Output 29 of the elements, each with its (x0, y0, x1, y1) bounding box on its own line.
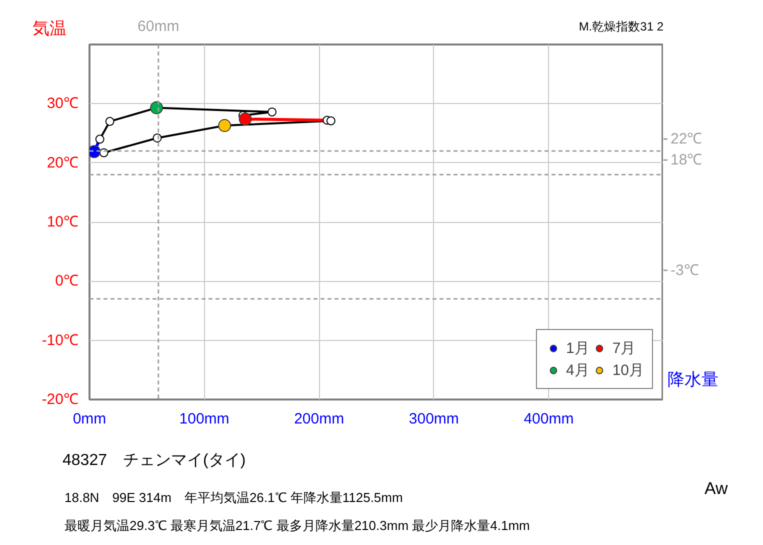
x-tick-label: 400mm (524, 410, 574, 428)
y-tick-label: 30℃ (46, 95, 79, 112)
y-tick-label: 0℃ (55, 272, 78, 290)
text: 48327 チェンマイ(タイ) (62, 452, 246, 469)
point (95, 134, 104, 144)
text: 18.8N 99E 314m 年平均気温26.1℃ 年降水量1125.5mm 最暖月気温29.3℃ 最寒月気温21.7℃ 最多月降水量210.3mm 最少月降水量4.1mm (64, 490, 530, 533)
legend-label: 10月 (612, 360, 644, 380)
text: M.乾燥指数31 2 (578, 20, 664, 34)
x-tick-label: 300mm (408, 410, 459, 428)
y-tick-label: -10℃ (42, 332, 79, 349)
point (268, 107, 277, 116)
legend-label: 7月 (612, 338, 636, 358)
y-axis-title: 気温 (32, 19, 66, 38)
x-tick-label: 100mm (179, 410, 230, 428)
ref-line-label: 22℃ (670, 130, 702, 148)
y-tick-label: 10℃ (46, 214, 79, 230)
point (326, 116, 336, 126)
legend-label: -3℃ (670, 262, 699, 279)
x-tick-label: 200mm (294, 410, 344, 428)
ref-line-label: 60mm (138, 18, 180, 35)
legend-label: 4月 (566, 360, 590, 380)
x-axis-title: 降水量 (668, 370, 718, 390)
text: Aw (704, 479, 729, 498)
y-tick-label: 20℃ (46, 154, 79, 172)
legend-label: 18℃ (670, 152, 702, 169)
x-tick-label: 0mm (72, 410, 106, 428)
legend-label: 1月 (566, 338, 590, 358)
point (105, 116, 114, 126)
y-tick-label: -20℃ (42, 391, 79, 408)
